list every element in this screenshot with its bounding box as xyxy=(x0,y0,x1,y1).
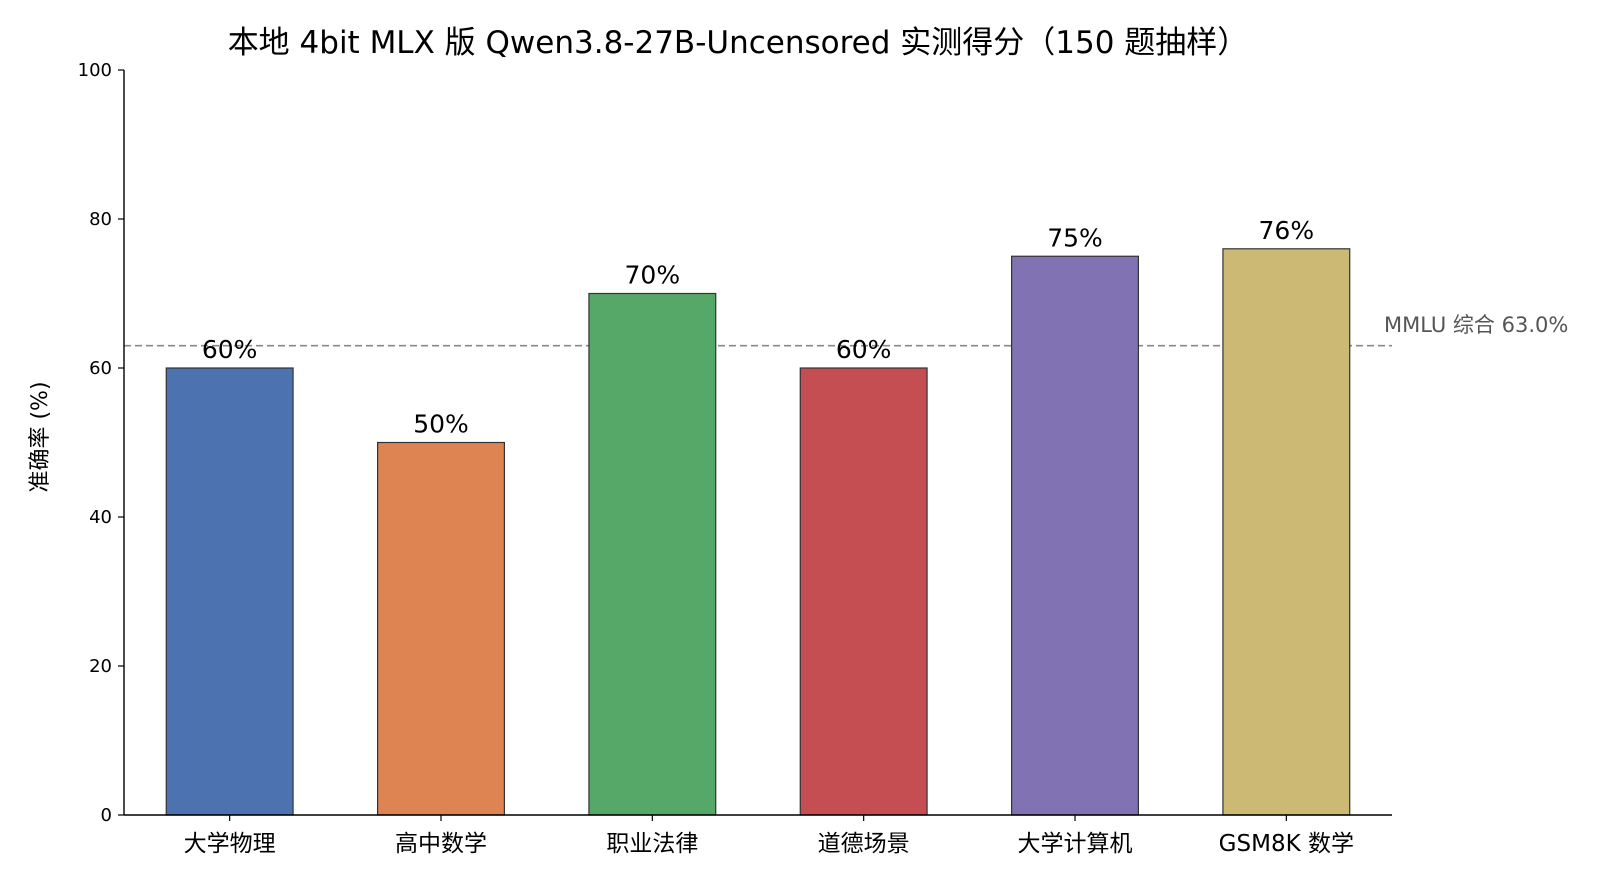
value-label-2: 70% xyxy=(625,261,681,290)
y-tick-label-5: 100 xyxy=(78,60,112,81)
bar-1 xyxy=(377,441,506,816)
axes-group: 大学物理 高中数学 职业法律 道德场景 大学计算机 GSM8K 数学 0 20 40 60 80 10… xyxy=(78,60,1392,857)
y-axis-label: 准确率 (%) xyxy=(28,381,53,492)
value-label-0: 60% xyxy=(202,335,258,364)
y-tick-label-0: 0 xyxy=(101,805,112,826)
bar-0 xyxy=(165,367,294,816)
value-label-1: 50% xyxy=(413,410,469,439)
x-tick-label-4: 大学计算机 xyxy=(1018,831,1133,857)
bar-2 xyxy=(588,292,717,816)
x-tick-label-2: 职业法律 xyxy=(606,831,698,857)
x-tick-label-3: 道德场景 xyxy=(818,831,910,857)
value-label-5: 76% xyxy=(1259,216,1315,245)
value-label-4: 75% xyxy=(1047,223,1103,252)
x-tick-label-1: 高中数学 xyxy=(395,831,487,857)
x-tick-label-0: 大学物理 xyxy=(184,831,276,857)
plot-area: 60% 50% 70% 60% 75% 76% 大学物理 高中数学 职业法律 道德场景 大学计算机… xyxy=(78,60,1392,857)
bar-4 xyxy=(1010,255,1139,816)
value-label-3: 60% xyxy=(836,335,892,364)
y-tick-label-1: 20 xyxy=(89,656,112,677)
y-tick-label-2: 40 xyxy=(89,507,112,528)
x-tick-label-5: GSM8K 数学 xyxy=(1219,831,1354,857)
bar-5 xyxy=(1222,248,1351,816)
y-tick-label-3: 60 xyxy=(89,358,112,379)
bars-group: 60% 50% 70% 60% 75% 76% xyxy=(165,216,1351,816)
y-tick-label-4: 80 xyxy=(89,209,112,230)
bar-3 xyxy=(799,367,928,816)
reference-line-label: MMLU 综合 63.0% xyxy=(1384,313,1568,337)
chart-title: 本地 4bit MLX 版 Qwen3.8-27B-Uncensored 实测得… xyxy=(228,25,1249,61)
